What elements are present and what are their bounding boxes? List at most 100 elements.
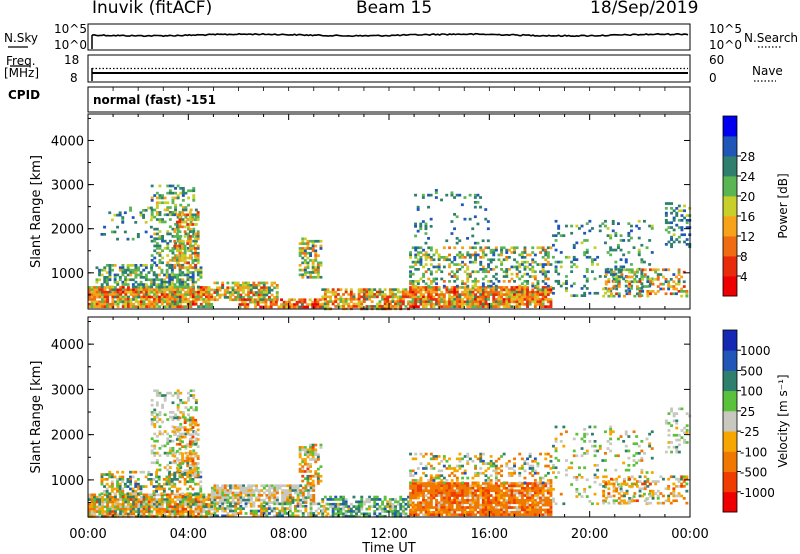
heatmap-cell (174, 187, 177, 190)
heatmap-cell (189, 515, 193, 518)
heatmap-cell (105, 482, 109, 486)
heatmap-cell (474, 256, 477, 259)
heatmap-cell (186, 288, 190, 292)
heatmap-cell (218, 288, 222, 292)
heatmap-cell (424, 508, 428, 512)
heatmap-cell (121, 503, 125, 506)
heatmap-cell (507, 305, 511, 308)
heatmap-cell (178, 268, 182, 272)
heatmap-cell (450, 508, 454, 512)
heatmap-cell (314, 259, 318, 262)
heatmap-cell (500, 263, 503, 266)
heatmap-cell (445, 491, 449, 495)
heatmap-cell (682, 290, 686, 293)
heatmap-cell (95, 266, 99, 270)
heatmap-cell (448, 302, 451, 306)
heatmap-cell (360, 498, 364, 501)
heatmap-cell (453, 246, 457, 250)
heatmap-cell (463, 288, 467, 292)
heatmap-cell (199, 490, 203, 493)
heatmap-cell (611, 222, 615, 225)
heatmap-cell (352, 495, 356, 499)
heatmap-cell (513, 248, 516, 252)
heatmap-cell (207, 290, 211, 294)
heatmap-cell (427, 256, 431, 259)
heatmap-cell (196, 457, 200, 460)
heatmap-cell (163, 280, 166, 284)
heatmap-cell (124, 288, 128, 292)
heatmap-cell (339, 305, 343, 308)
heatmap-cell (191, 247, 195, 250)
heatmap-cell (178, 438, 182, 441)
heatmap-cell (570, 294, 574, 297)
heatmap-cell (466, 302, 470, 306)
heatmap-cell (450, 491, 454, 495)
heatmap-cell (116, 273, 120, 277)
heatmap-cell (620, 273, 624, 276)
heatmap-cell (142, 264, 146, 267)
heatmap-cell (487, 290, 490, 294)
heatmap-cell (165, 276, 169, 279)
heatmap-cell (628, 282, 632, 286)
heatmap-cell (365, 288, 369, 291)
heatmap-cell (487, 494, 490, 497)
heatmap-cell (528, 295, 532, 299)
heatmap-cell (168, 503, 172, 506)
heatmap-cell (281, 496, 284, 500)
heatmap-cell (173, 300, 177, 304)
heatmap-cell (106, 305, 110, 308)
heatmap-cell (368, 295, 371, 299)
heatmap-cell (163, 201, 167, 205)
heatmap-cell (173, 428, 177, 432)
heatmap-cell (378, 293, 382, 296)
heatmap-cell (187, 408, 190, 412)
heatmap-cell (450, 482, 454, 485)
power-colorbar-tick-label: 20 (740, 190, 755, 204)
heatmap-cell (298, 305, 302, 309)
heatmap-cell (229, 502, 232, 506)
heatmap-cell (435, 300, 438, 304)
heatmap-cell (155, 244, 159, 248)
heatmap-cell (466, 298, 470, 301)
heatmap-cell (170, 280, 174, 284)
heatmap-cell (619, 248, 623, 252)
heatmap-cell (636, 268, 639, 272)
heatmap-cell (187, 451, 190, 455)
heatmap-cell (189, 394, 193, 397)
heatmap-cell (184, 493, 188, 497)
heatmap-cell (270, 501, 274, 504)
heatmap-cell (127, 495, 130, 499)
heatmap-cell (675, 214, 679, 217)
heatmap-cell (375, 295, 379, 299)
heatmap-cell (173, 230, 177, 233)
heatmap-cell (268, 491, 271, 495)
heatmap-cell (311, 305, 315, 309)
heatmap-cell (312, 502, 316, 506)
heatmap-cell (401, 295, 405, 299)
heatmap-cell (394, 305, 397, 308)
heatmap-cell (489, 248, 493, 252)
heatmap-cell (416, 506, 420, 509)
heatmap-cell (435, 494, 438, 497)
heatmap-cell (181, 278, 185, 282)
heatmap-cell (95, 500, 99, 504)
heatmap-cell (484, 293, 488, 296)
heatmap-cell (98, 271, 101, 274)
heatmap-cell (194, 500, 198, 504)
heatmap-cell (196, 470, 200, 474)
heatmap-cell (544, 263, 548, 266)
heatmap-cell (98, 495, 102, 499)
heatmap-cell (145, 293, 149, 296)
heatmap-cell (166, 442, 170, 445)
heatmap-cell (196, 285, 200, 289)
heatmap-cell (307, 496, 310, 500)
heatmap-cell (476, 286, 480, 289)
heatmap-cell (93, 507, 97, 511)
heatmap-cell (515, 290, 519, 294)
heatmap-cell (301, 491, 305, 495)
heatmap-cell (437, 300, 441, 304)
heatmap-cell (223, 496, 227, 500)
heatmap-cell (624, 289, 628, 293)
heatmap-cell (604, 219, 607, 223)
heatmap-cell (218, 496, 222, 500)
